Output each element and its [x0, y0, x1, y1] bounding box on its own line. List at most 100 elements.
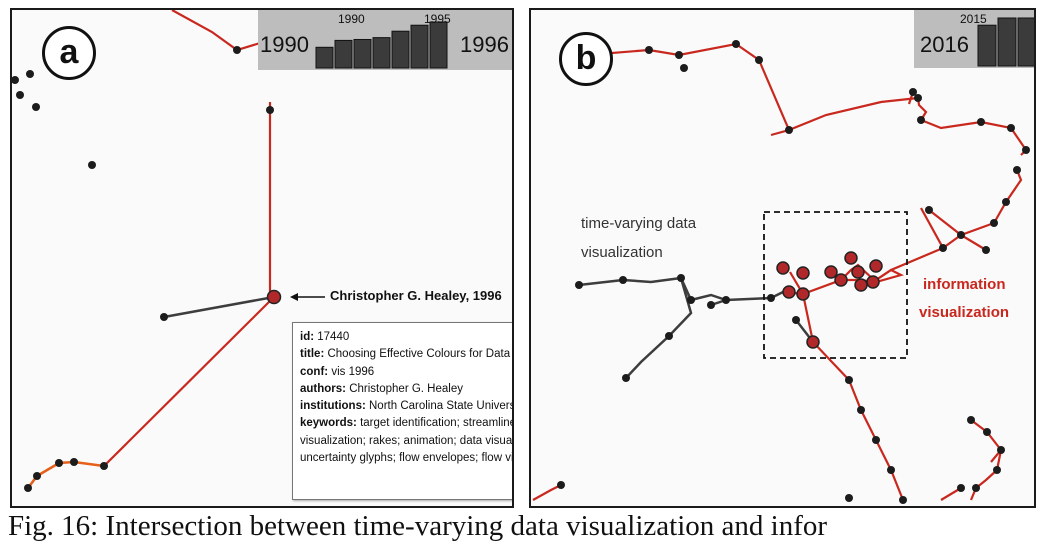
node	[845, 494, 853, 502]
paper-tooltip: id: 17440 title: Choosing Effective Colo…	[292, 322, 514, 500]
node	[1022, 146, 1030, 154]
node	[233, 46, 241, 54]
node	[665, 332, 673, 340]
node	[732, 40, 740, 48]
red-path-right	[788, 96, 1027, 151]
node	[680, 64, 688, 72]
timeline-end-year: 1996	[460, 32, 509, 57]
timeline-bars	[315, 21, 448, 69]
node	[972, 484, 980, 492]
label-information-vis-2: visualization	[919, 304, 1010, 321]
tooltip-id: id: 17440	[300, 331, 350, 343]
timeline-bar	[429, 21, 448, 69]
node	[55, 459, 63, 467]
node	[16, 91, 24, 99]
node	[677, 274, 685, 282]
node	[755, 56, 763, 64]
red-path-bottom	[103, 295, 276, 467]
node	[909, 88, 917, 96]
node	[957, 231, 965, 239]
node	[160, 313, 168, 321]
label-time-varying-2: visualization	[581, 244, 663, 261]
node	[1007, 124, 1015, 132]
node	[24, 484, 32, 492]
node	[88, 161, 96, 169]
node	[767, 294, 775, 302]
node	[1013, 166, 1021, 174]
node	[575, 281, 583, 289]
node	[622, 374, 630, 382]
node	[70, 458, 78, 466]
red-path-bottom-left	[532, 484, 562, 501]
panel-b: b 2016 2015 time-varying data visualizat…	[529, 8, 1036, 508]
timeline-bar	[977, 24, 997, 67]
annotation-arrow	[290, 293, 325, 301]
node	[990, 219, 998, 227]
timeline-bar	[391, 30, 410, 69]
node	[26, 70, 34, 78]
selection-box	[763, 211, 908, 359]
node	[707, 301, 715, 309]
node	[266, 106, 274, 114]
timeline-bar	[353, 38, 372, 69]
panel-a-timeline: 1990 1996 1990 1995	[258, 10, 512, 70]
figure-caption: Fig. 16: Intersection between time-varyi…	[8, 510, 828, 542]
label-information-vis-1: information	[923, 276, 1006, 293]
timeline-tick: 2015	[960, 12, 987, 26]
node	[957, 484, 965, 492]
node	[845, 376, 853, 384]
node	[792, 316, 800, 324]
timeline-bar	[315, 46, 334, 69]
node	[785, 126, 793, 134]
timeline-bar	[372, 37, 391, 69]
tooltip-keywords-line-3: uncertainty glyphs; flow envelopes; flow…	[300, 452, 514, 465]
node	[1002, 198, 1010, 206]
panel-a: a 1990 1996 1990 1995 Christopher G. Hea…	[10, 8, 514, 508]
node	[977, 118, 985, 126]
timeline-bar	[334, 39, 353, 69]
timeline-bar	[410, 24, 429, 69]
nodes	[557, 40, 1030, 504]
panel-b-graph	[532, 40, 1030, 504]
timeline-bars	[977, 17, 1034, 67]
node	[619, 276, 627, 284]
node	[33, 472, 41, 480]
node	[722, 296, 730, 304]
node	[675, 51, 683, 59]
node	[939, 244, 947, 252]
timeline-tick-end: 1995	[424, 12, 451, 26]
timeline-bar	[997, 17, 1017, 67]
gray-edges	[578, 276, 814, 379]
node	[100, 462, 108, 470]
node	[872, 436, 880, 444]
panel-b-timeline: 2016 2015	[914, 10, 1034, 68]
node	[857, 406, 865, 414]
timeline-end-year: 2016	[920, 32, 969, 57]
nodes	[12, 46, 282, 492]
node	[993, 466, 1001, 474]
panel-a-graph	[12, 10, 325, 492]
node	[983, 428, 991, 436]
gray-edge	[163, 295, 275, 319]
panel-a-label: a	[42, 26, 96, 80]
panel-b-label: b	[559, 32, 613, 86]
node	[914, 94, 922, 102]
tooltip-title: title: Choosing Effective Colours for Da…	[300, 348, 512, 361]
highlighted-cluster-nodes	[776, 251, 883, 349]
tooltip-keywords: keywords: target identification; streaml…	[300, 417, 512, 430]
node	[925, 206, 933, 214]
node	[899, 496, 907, 504]
node	[687, 296, 695, 304]
label-time-varying-1: time-varying data	[581, 215, 697, 232]
node	[645, 46, 653, 54]
node	[967, 416, 975, 424]
node-annotation: Christopher G. Healey, 1996	[330, 288, 502, 303]
red-edges	[103, 10, 276, 467]
tooltip-institutions: institutions: North Carolina State Unive…	[300, 400, 514, 413]
red-path-information-vis	[872, 169, 1023, 283]
node	[982, 246, 990, 254]
timeline-bar	[1017, 17, 1034, 67]
node	[12, 76, 19, 84]
timeline-start-year: 1990	[260, 32, 309, 57]
red-path-top	[171, 10, 271, 52]
